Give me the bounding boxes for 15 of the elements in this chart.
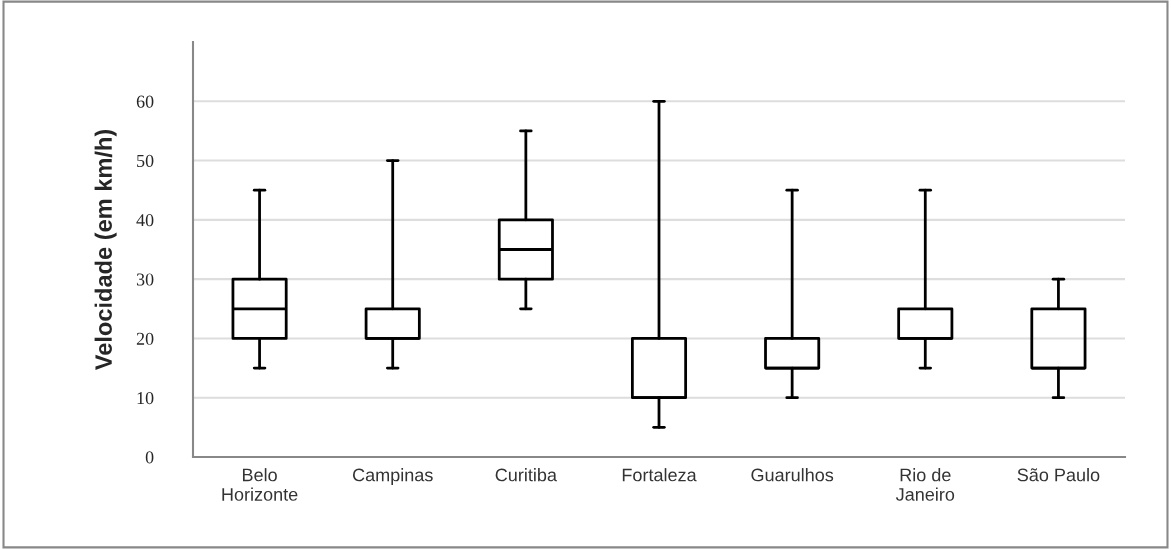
x-tick-label: São Paulo [1017, 468, 1100, 482]
x-tick-label: Campinas [352, 468, 433, 485]
y-axis-title: Velocidade (em km/h) [94, 129, 117, 371]
x-tick-label: Guarulhos [751, 468, 834, 482]
x-tick-label: Belo Horizonte [222, 468, 298, 501]
x-tick-label: Curitiba [495, 468, 557, 482]
y-tick-label: 30 [136, 273, 154, 286]
y-tick-label: 10 [137, 391, 154, 405]
y-tick-label: 20 [136, 332, 154, 345]
y-tick-label: 0 [145, 451, 154, 464]
x-tick-label: Rio de Janeiro [895, 468, 955, 501]
y-tick-label: 50 [137, 154, 154, 168]
x-tick-label: Fortaleza [622, 468, 697, 482]
y-tick-label: 40 [136, 214, 154, 227]
y-tick-label: 60 [136, 95, 154, 108]
